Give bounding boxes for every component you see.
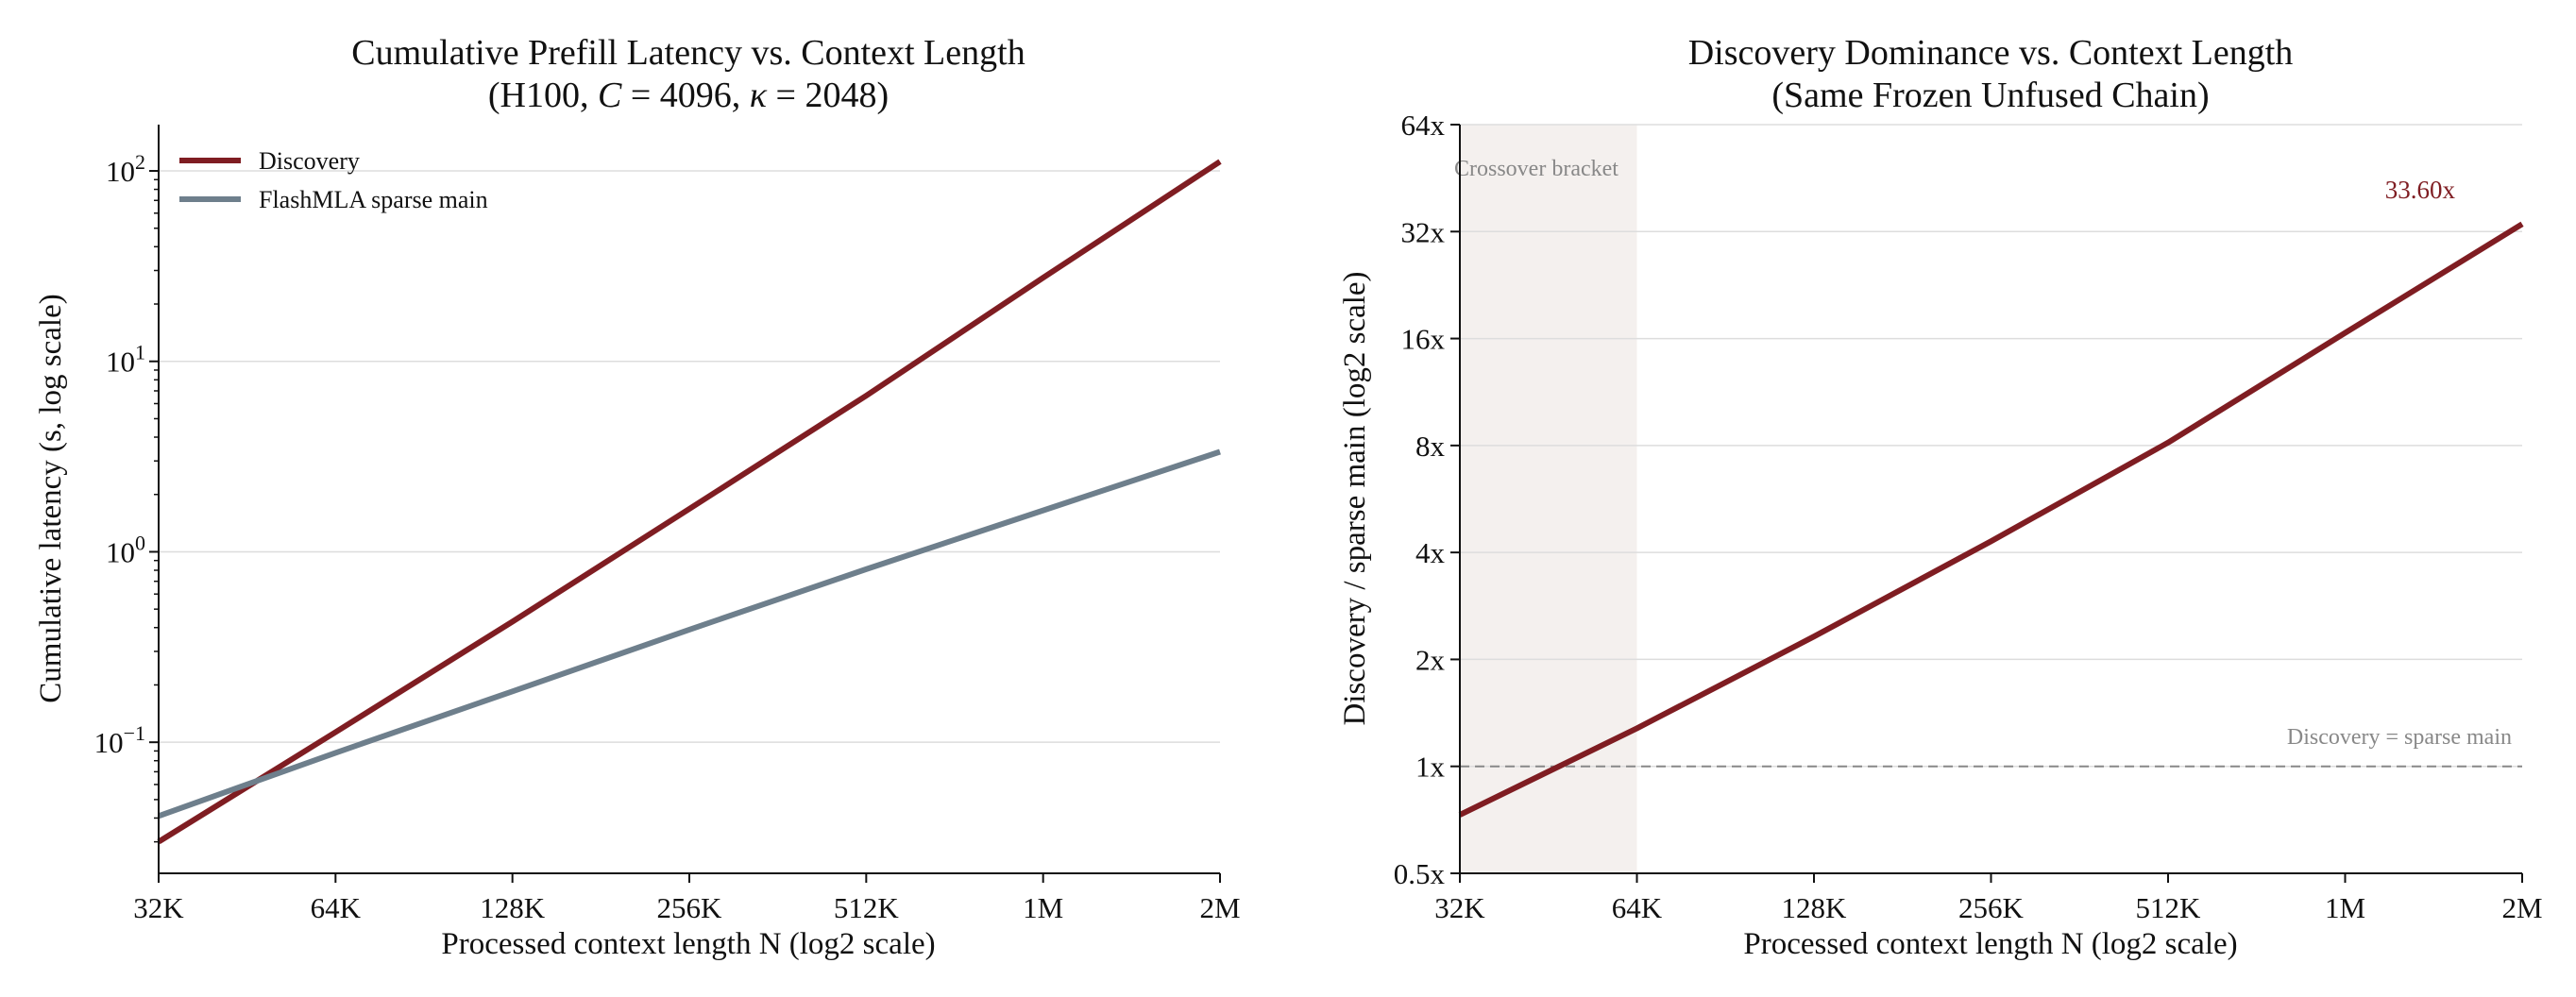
subtitle-part: C	[598, 76, 622, 115]
subtitle-part: = 4096,	[621, 76, 749, 115]
x-tick-label: 64K	[311, 891, 362, 924]
latency-chart-subtitle: (H100, C = 4096, κ = 2048)	[488, 76, 889, 115]
y-tick-label: 32x	[1401, 215, 1446, 248]
x-tick-label: 128K	[480, 891, 546, 924]
latency-chart-title: Cumulative Prefill Latency vs. Context L…	[351, 33, 1025, 73]
y-tick-label: 64x	[1401, 109, 1446, 142]
x-tick-label: 512K	[834, 891, 900, 924]
parity-reference-label: Discovery = sparse main	[2287, 725, 2512, 750]
series-line-0	[1458, 221, 2524, 818]
latency-x-ticks: 32K 64K 128K 256K 512K 1M 2M	[133, 873, 1241, 924]
latency-chart: Cumulative Prefill Latency vs. Context L…	[34, 33, 1241, 961]
legend-label-flashmla: FlashMLA sparse main	[259, 186, 488, 213]
end-value-label: 33.60x	[2385, 176, 2456, 204]
x-tick-label: 1M	[1023, 891, 1063, 924]
latency-gridlines	[159, 170, 1220, 743]
dominance-x-ticks: 32K 64K 128K 256K 512K 1M 2M	[1434, 873, 2543, 924]
crossover-bracket-region	[1460, 125, 1637, 873]
x-tick-label: 512K	[2136, 891, 2202, 924]
y-tick-label: 0.5x	[1394, 857, 1446, 890]
dominance-y-label: Discovery / sparse main (log2 scale)	[1338, 271, 1372, 725]
latency-y-label: Cumulative latency (s, log scale)	[34, 294, 68, 702]
dominance-chart: Discovery Dominance vs. Context Length (…	[1338, 33, 2543, 961]
series-line-0	[157, 159, 1222, 845]
latency-series	[157, 159, 1222, 845]
y-tick-label: 102	[106, 150, 145, 188]
y-tick-label: 100	[106, 531, 145, 568]
y-tick-label: 10−1	[94, 721, 145, 759]
y-tick-label: 1x	[1415, 751, 1446, 784]
dominance-chart-subtitle: (Same Frozen Unfused Chain)	[1771, 76, 2209, 115]
x-tick-label: 64K	[1612, 891, 1663, 924]
latency-legend: Discovery FlashMLA sparse main	[179, 147, 488, 213]
x-tick-label: 256K	[1958, 891, 2025, 924]
y-tick-label: 4x	[1415, 536, 1446, 569]
subtitle-part: (H100,	[488, 76, 598, 115]
y-tick-label: 2x	[1415, 643, 1446, 676]
legend-label-discovery: Discovery	[259, 147, 360, 175]
x-tick-label: 128K	[1782, 891, 1848, 924]
x-tick-label: 1M	[2325, 891, 2365, 924]
x-tick-label: 256K	[657, 891, 723, 924]
subtitle-part: = 2048)	[767, 76, 889, 115]
y-tick-label: 16x	[1401, 323, 1446, 356]
dominance-chart-title: Discovery Dominance vs. Context Length	[1688, 33, 2294, 73]
y-tick-label: 101	[106, 341, 145, 379]
crossover-bracket-label: Crossover bracket	[1454, 157, 1618, 181]
x-tick-label: 2M	[2501, 891, 2542, 924]
x-tick-label: 32K	[1434, 891, 1485, 924]
x-tick-label: 32K	[133, 891, 184, 924]
dominance-series	[1458, 221, 2524, 818]
series-line-1	[157, 448, 1221, 820]
y-tick-label: 8x	[1415, 430, 1446, 463]
latency-y-ticks: 10−1 100 101 102	[94, 150, 159, 843]
dominance-y-ticks: 0.5x 1x 2x 4x 8x 16x 32x 64x	[1394, 109, 1460, 890]
subtitle-part: κ	[750, 76, 768, 115]
latency-x-label: Processed context length N (log2 scale)	[441, 927, 935, 961]
x-tick-label: 2M	[1199, 891, 1240, 924]
dominance-x-label: Processed context length N (log2 scale)	[1743, 927, 2237, 961]
